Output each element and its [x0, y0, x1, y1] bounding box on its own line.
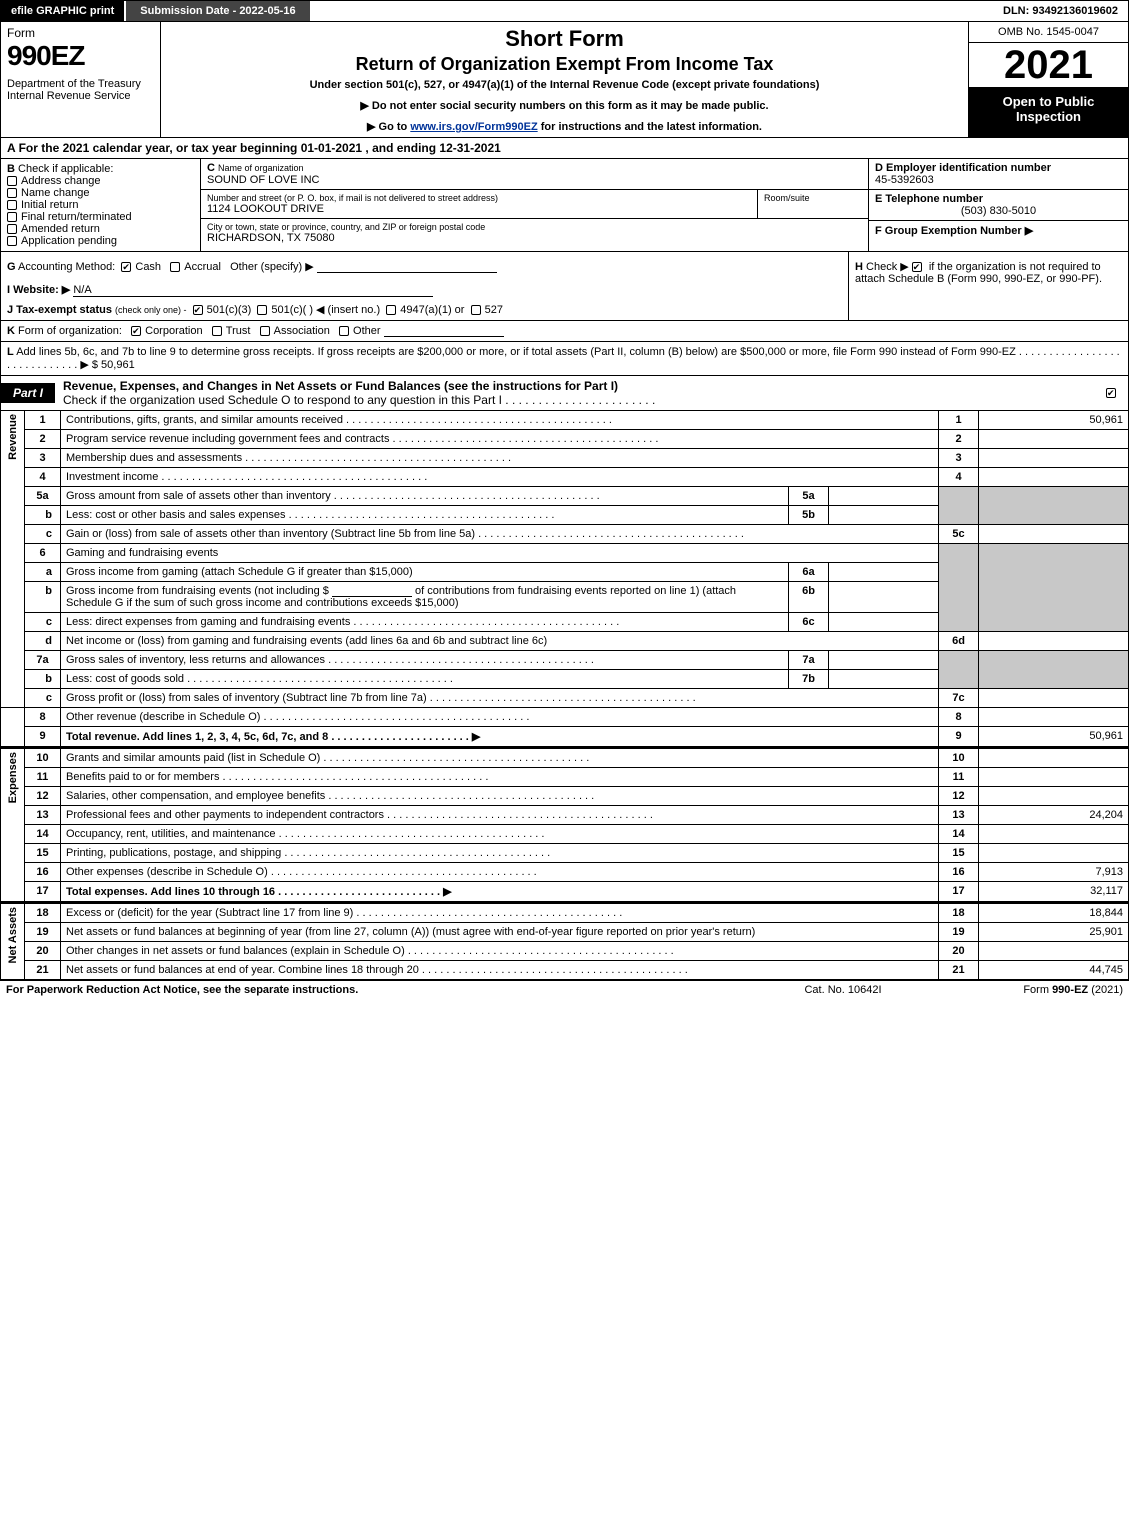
- note-goto: ▶ Go to www.irs.gov/Form990EZ for instru…: [167, 120, 962, 133]
- irs-link[interactable]: www.irs.gov/Form990EZ: [410, 121, 537, 133]
- part-1-header: Part I Revenue, Expenses, and Changes in…: [0, 376, 1129, 411]
- phone: (503) 830-5010: [875, 205, 1122, 217]
- amt-19: 25,901: [979, 923, 1129, 942]
- revenue-table: Revenue 1 Contributions, gifts, grants, …: [0, 411, 1129, 747]
- line-a: A For the 2021 calendar year, or tax yea…: [0, 138, 1129, 159]
- amt-13: 24,204: [979, 806, 1129, 825]
- line-l: L Add lines 5b, 6c, and 7b to line 9 to …: [0, 342, 1129, 376]
- footer-paperwork: For Paperwork Reduction Act Notice, see …: [6, 984, 743, 996]
- amt-17: 32,117: [979, 882, 1129, 902]
- note-ssn: ▶ Do not enter social security numbers o…: [167, 99, 962, 112]
- open-to-public: Open to Public Inspection: [969, 88, 1128, 137]
- section-b-f: B Check if applicable: Address change Na…: [0, 159, 1129, 252]
- other-method-input[interactable]: [317, 261, 497, 273]
- chk-accrual[interactable]: [170, 262, 180, 272]
- page-footer: For Paperwork Reduction Act Notice, see …: [0, 980, 1129, 999]
- amt-1: 50,961: [979, 411, 1129, 430]
- header-right: OMB No. 1545-0047 2021 Open to Public In…: [968, 22, 1128, 137]
- col-b: B Check if applicable: Address change Na…: [1, 159, 201, 251]
- form-header: Form 990EZ Department of the Treasury In…: [0, 22, 1129, 138]
- chk-app-pending[interactable]: [7, 236, 17, 246]
- other-org-input[interactable]: [384, 325, 504, 337]
- omb-number: OMB No. 1545-0047: [969, 22, 1128, 43]
- chk-address-change[interactable]: [7, 176, 17, 186]
- chk-schedule-o[interactable]: [1106, 388, 1116, 398]
- amt-21: 44,745: [979, 961, 1129, 980]
- chk-4947[interactable]: [386, 305, 396, 315]
- amt-18: 18,844: [979, 903, 1129, 923]
- header-center: Short Form Return of Organization Exempt…: [161, 22, 968, 137]
- line-k: K Form of organization: Corporation Trus…: [0, 321, 1129, 342]
- dept-label: Department of the Treasury Internal Reve…: [7, 78, 154, 102]
- part-title: Revenue, Expenses, and Changes in Net As…: [55, 376, 1098, 410]
- top-bar: efile GRAPHIC print Submission Date - 20…: [0, 0, 1129, 22]
- expenses-table: Expenses 10 Grants and similar amounts p…: [0, 747, 1129, 902]
- subtitle: Under section 501(c), 527, or 4947(a)(1)…: [167, 79, 962, 91]
- website: N/A: [73, 284, 433, 297]
- form-label: Form: [7, 26, 35, 40]
- contrib-input[interactable]: [332, 585, 412, 597]
- chk-corporation[interactable]: [131, 326, 141, 336]
- ein: 45-5392603: [875, 174, 1122, 186]
- title-return: Return of Organization Exempt From Incom…: [167, 54, 962, 75]
- part-tab: Part I: [1, 383, 55, 403]
- chk-final-return[interactable]: [7, 212, 17, 222]
- header-left: Form 990EZ Department of the Treasury In…: [1, 22, 161, 137]
- expenses-label: Expenses: [1, 748, 25, 902]
- dln: DLN: 93492136019602: [993, 1, 1128, 21]
- footer-formref: Form 990-EZ (2021): [943, 984, 1123, 996]
- chk-amended[interactable]: [7, 224, 17, 234]
- chk-other-org[interactable]: [339, 326, 349, 336]
- chk-501c3[interactable]: [193, 305, 203, 315]
- org-address: 1124 LOOKOUT DRIVE: [207, 203, 751, 215]
- chk-schedule-b[interactable]: [912, 262, 922, 272]
- amt-16: 7,913: [979, 863, 1129, 882]
- netassets-label: Net Assets: [1, 903, 25, 980]
- footer-catno: Cat. No. 10642I: [743, 984, 943, 996]
- org-city: RICHARDSON, TX 75080: [207, 232, 862, 244]
- chk-501c[interactable]: [257, 305, 267, 315]
- netassets-table: Net Assets 18 Excess or (deficit) for th…: [0, 902, 1129, 980]
- chk-name-change[interactable]: [7, 188, 17, 198]
- chk-527[interactable]: [471, 305, 481, 315]
- tax-year: 2021: [969, 43, 1128, 88]
- form-number: 990EZ: [7, 40, 154, 72]
- col-c: C Name of organization SOUND OF LOVE INC…: [201, 159, 868, 251]
- efile-label[interactable]: efile GRAPHIC print: [1, 1, 124, 21]
- chk-cash[interactable]: [121, 262, 131, 272]
- title-short-form: Short Form: [167, 26, 962, 52]
- chk-association[interactable]: [260, 326, 270, 336]
- org-name: SOUND OF LOVE INC: [207, 174, 862, 186]
- col-d-e-f: D Employer identification number 45-5392…: [868, 159, 1128, 251]
- submission-date: Submission Date - 2022-05-16: [124, 1, 309, 21]
- gross-receipts: $ 50,961: [92, 359, 135, 371]
- amt-9: 50,961: [979, 727, 1129, 747]
- revenue-label: Revenue: [1, 411, 25, 708]
- section-g-j: G Accounting Method: Cash Accrual Other …: [0, 252, 1129, 321]
- chk-trust[interactable]: [212, 326, 222, 336]
- chk-initial-return[interactable]: [7, 200, 17, 210]
